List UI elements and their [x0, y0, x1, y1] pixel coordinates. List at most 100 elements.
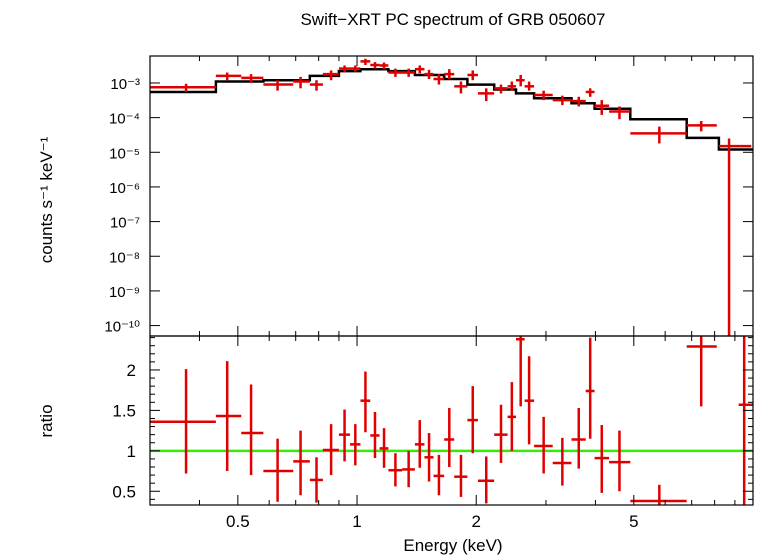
ratio-point-17 [433, 454, 445, 496]
spectrum-point-7 [322, 70, 339, 81]
ratio-point-34 [738, 336, 753, 505]
spectrum-ytick-label-5: 10⁻⁸ [109, 249, 140, 266]
spectrum-ytick-label-0: 10⁻³ [110, 76, 140, 93]
ratio-point-27 [552, 437, 572, 486]
ratio-point-29 [585, 337, 595, 439]
spectrum-y-axis-label: counts s⁻¹ keV⁻¹ [37, 136, 56, 263]
ratio-panel: 0.5 1 2 5 0.5 1 1.5 2 [112, 335, 754, 531]
ratio-point-7 [322, 424, 339, 476]
ratio-data-group [150, 336, 753, 505]
spectrum-point-11 [370, 62, 380, 69]
x-axis-label: Energy (keV) [403, 536, 502, 555]
spectrum-point-34 [718, 138, 752, 336]
ratio-point-22 [494, 404, 508, 463]
spectrum-point-3 [241, 74, 264, 83]
ratio-point-14 [402, 450, 415, 488]
spectrum-axes-group: 10⁻³ 10⁻⁴ 10⁻⁵ 10⁻⁶ 10⁻⁷ 10⁻⁸ 10⁻⁹ 10⁻¹⁰ [104, 56, 753, 336]
ratio-ytick-label-2: 1.5 [112, 401, 136, 420]
ratio-point-33 [686, 336, 717, 407]
spectrum-point-23 [507, 81, 516, 91]
ratio-ytick-label-0: 0.5 [112, 482, 136, 501]
spectrum-point-33 [686, 120, 717, 132]
spectrum-point-29 [585, 88, 595, 97]
spectrum-point-22 [494, 84, 508, 94]
ratio-point-13 [388, 453, 403, 487]
ratio-ytick-label-3: 2 [127, 361, 136, 380]
spectrum-point-10 [360, 58, 371, 65]
ratio-point-15 [414, 420, 425, 468]
chart-title: Swift−XRT PC spectrum of GRB 050607 [300, 10, 605, 29]
spectrum-point-20 [467, 70, 478, 81]
spectrum-point-21 [477, 88, 495, 102]
ratio-point-10 [360, 371, 371, 433]
spectrum-ytick-label-6: 10⁻⁹ [109, 284, 140, 301]
spectrum-frame [149, 55, 754, 337]
spectrum-point-31 [609, 106, 631, 120]
x-tick-label-0: 0.5 [226, 512, 250, 531]
spectrum-point-27 [552, 95, 572, 106]
ratio-point-21 [477, 456, 495, 504]
model-curve [150, 67, 753, 151]
ratio-point-19 [454, 454, 468, 497]
spectrum-point-18 [444, 69, 455, 80]
spectrum-point-14 [402, 68, 415, 77]
ratio-ytick-label-1: 1 [127, 442, 136, 461]
spectrum-point-12 [379, 62, 389, 70]
spectrum-point-30 [594, 100, 610, 115]
spectrum-point-19 [454, 81, 468, 94]
ratio-point-26 [534, 416, 553, 474]
ratio-point-11 [370, 412, 380, 459]
ratio-point-1 [150, 369, 216, 474]
ratio-point-32 [630, 484, 687, 505]
x-tick-label-2: 2 [472, 512, 481, 531]
ratio-point-2 [215, 361, 242, 472]
ratio-point-4 [263, 438, 294, 502]
spectrum-point-4 [263, 80, 294, 91]
ratio-point-31 [609, 430, 631, 492]
spectrum-panel: 10⁻³ 10⁻⁴ 10⁻⁵ 10⁻⁶ 10⁻⁷ 10⁻⁸ 10⁻⁹ 10⁻¹⁰ [104, 55, 754, 337]
spectrum-ytick-label-3: 10⁻⁶ [109, 180, 140, 197]
spectrum-point-28 [571, 96, 586, 107]
ratio-plot-frame [149, 335, 754, 506]
spectrum-point-24 [515, 74, 525, 87]
ratio-point-16 [424, 433, 434, 482]
spectrum-ytick-label-2: 10⁻⁵ [109, 145, 140, 162]
ratio-point-9 [350, 424, 361, 466]
ratio-point-25 [524, 356, 535, 445]
spectrum-data-group [150, 58, 752, 336]
ratio-point-20 [467, 386, 478, 454]
ratio-point-30 [594, 424, 610, 493]
spectrum-point-25 [524, 81, 535, 91]
spectrum-ytick-label-7: 10⁻¹⁰ [104, 319, 140, 336]
spectrum-point-13 [388, 68, 403, 77]
x-tick-label-1: 1 [352, 512, 361, 531]
ratio-point-5 [293, 430, 310, 496]
ratio-y-axis-label: ratio [37, 404, 56, 437]
spectrum-point-17 [433, 74, 445, 85]
spectrum-plot-frame [149, 55, 754, 337]
ratio-point-3 [241, 384, 264, 476]
spectrum-point-32 [630, 126, 687, 144]
ratio-point-8 [338, 409, 351, 462]
spectrum-point-8 [338, 65, 351, 73]
ratio-point-18 [444, 407, 455, 467]
spectrum-ytick-label-1: 10⁻⁴ [109, 111, 140, 128]
spectrum-point-26 [534, 90, 553, 101]
model-curve-group [150, 67, 753, 151]
spectrum-point-2 [215, 72, 242, 81]
ratio-point-6 [309, 457, 323, 503]
ratio-axes-group: 0.5 1 2 5 0.5 1 1.5 2 [112, 336, 753, 531]
ratio-point-12 [379, 428, 389, 468]
ratio-point-28 [571, 407, 586, 469]
ratio-point-23 [507, 382, 516, 451]
ratio-point-24 [515, 336, 525, 407]
spectrum-point-6 [309, 80, 323, 91]
spectrum-point-9 [350, 65, 361, 72]
spectrum-point-5 [293, 76, 310, 89]
spectrum-ytick-label-4: 10⁻⁷ [110, 215, 140, 232]
spectrum-point-16 [424, 69, 434, 80]
ratio-frame [149, 335, 754, 506]
spectrum-point-15 [414, 65, 425, 74]
x-tick-label-3: 5 [629, 512, 638, 531]
